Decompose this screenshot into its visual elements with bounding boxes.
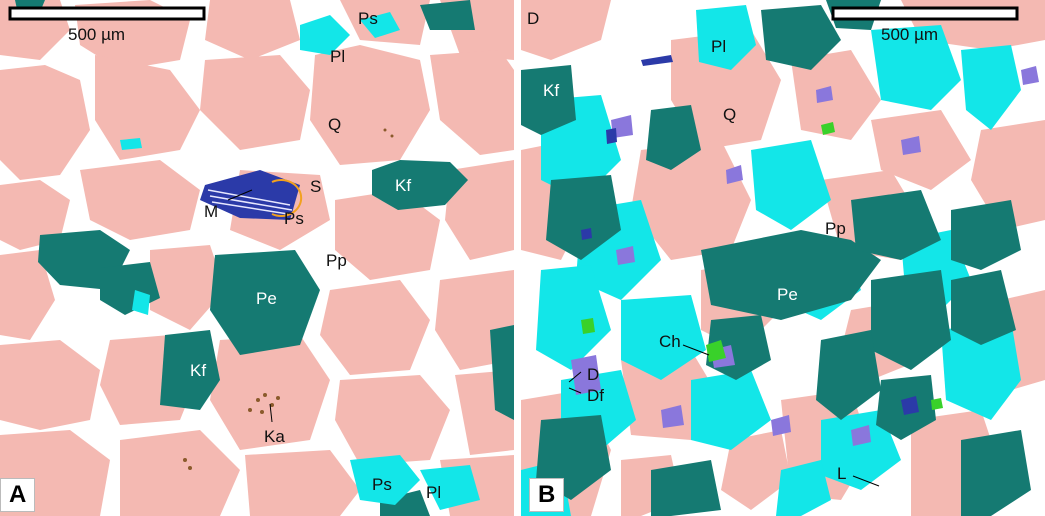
label-d: D <box>587 365 600 384</box>
label-kf: Kf <box>395 176 412 195</box>
label-pp: Pp <box>825 219 846 238</box>
panel-b-mineral-map <box>521 0 1045 516</box>
label-m: M <box>204 202 219 221</box>
label-q: Q <box>328 115 342 134</box>
leader-d <box>568 371 582 383</box>
kaolinite-specks <box>183 128 394 470</box>
label-d: D <box>527 9 540 28</box>
scale-label: 500 µm <box>68 25 126 44</box>
leader-df <box>568 387 582 394</box>
label-df: Df <box>587 386 604 405</box>
label-ps: Ps <box>358 9 378 28</box>
scale-label: 500 µm <box>881 25 939 44</box>
label-ps: Ps <box>372 475 392 494</box>
panel-letter-b: B <box>529 478 565 512</box>
panel-a-micrograph: 500 µm Ps Pl Q S Kf M Ps Pp Pe Kf Ka Ps … <box>0 0 514 516</box>
leader-l <box>852 475 880 487</box>
leader-ch <box>682 344 710 356</box>
mica-flake <box>200 170 303 220</box>
label-pe: Pe <box>777 285 798 304</box>
panel-a-mineral-map <box>0 0 514 516</box>
label-pl: Pl <box>330 47 346 66</box>
label-ka: Ka <box>264 427 285 446</box>
mica-specks <box>581 55 919 415</box>
label-pe: Pe <box>256 289 277 308</box>
label-ps: Ps <box>284 209 304 228</box>
chlorite-specks <box>581 122 943 410</box>
label-ch: Ch <box>659 332 681 351</box>
leader-m <box>227 189 253 201</box>
label-q: Q <box>723 105 737 124</box>
label-pl: Pl <box>426 483 442 502</box>
label-s: S <box>310 177 322 196</box>
panel-b-micrograph: 500 µm D Pl Kf Q Pp Pe Ch D Df L B <box>521 0 1045 516</box>
plagioclase-patches <box>120 12 480 510</box>
panel-letter-a: A <box>0 478 36 512</box>
label-pp: Pp <box>326 251 347 270</box>
scale-bar <box>8 6 206 21</box>
scale-bar <box>831 6 1019 21</box>
leader-ka <box>269 403 273 423</box>
label-kf: Kf <box>543 81 560 100</box>
label-pl: Pl <box>711 37 727 56</box>
label-l: L <box>837 464 847 483</box>
label-kf: Kf <box>190 361 207 380</box>
k-feldspar-grains <box>15 0 514 516</box>
panel-divider <box>514 0 521 516</box>
